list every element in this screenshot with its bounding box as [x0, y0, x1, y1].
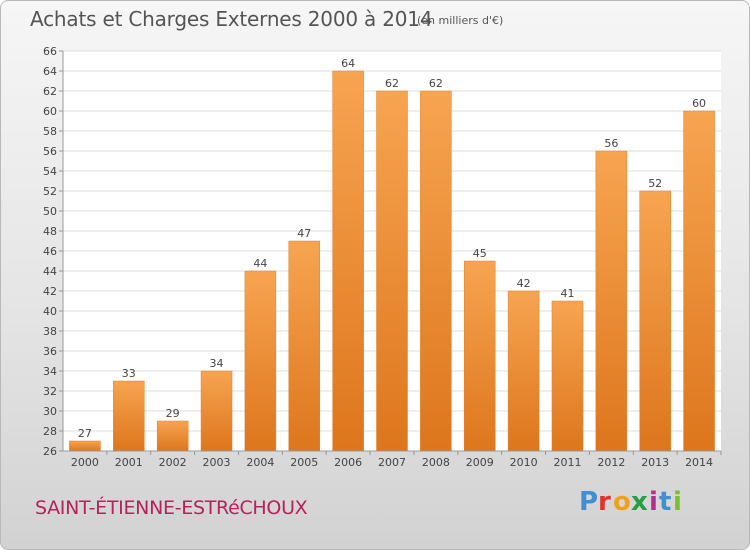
value-label: 33 — [122, 367, 136, 380]
y-tick-label: 64 — [43, 65, 57, 78]
bars — [69, 70, 715, 452]
value-label: 60 — [692, 97, 706, 110]
bar-2010 — [507, 290, 540, 452]
bar-2002 — [156, 420, 189, 452]
x-tick-label: 2007 — [378, 456, 406, 469]
bar-2013 — [639, 190, 671, 452]
y-tick-label: 66 — [43, 45, 57, 58]
value-label: 47 — [297, 227, 311, 240]
bar-2006 — [332, 70, 364, 452]
y-tick-label: 42 — [43, 285, 57, 298]
y-tick-label: 48 — [43, 225, 57, 238]
y-tick-label: 40 — [43, 305, 57, 318]
x-tick-label: 2009 — [466, 456, 494, 469]
y-tick-label: 44 — [43, 265, 57, 278]
value-label: 42 — [517, 277, 531, 290]
y-tick-label: 62 — [43, 85, 57, 98]
x-tick-label: 2014 — [685, 456, 713, 469]
x-tick-label: 2004 — [246, 456, 274, 469]
bar-2005 — [288, 240, 321, 452]
y-tick-label: 28 — [43, 425, 57, 438]
value-label: 44 — [253, 257, 267, 270]
x-tick-label: 2003 — [203, 456, 231, 469]
y-tick-label: 52 — [43, 185, 57, 198]
y-tick-label: 36 — [43, 345, 57, 358]
y-tick-label: 30 — [43, 405, 57, 418]
x-tick-label: 2002 — [159, 456, 187, 469]
x-tick-label: 2005 — [290, 456, 318, 469]
y-tick-label: 56 — [43, 145, 57, 158]
bar-2012 — [595, 150, 628, 452]
y-tick-label: 34 — [43, 365, 57, 378]
bar-2004 — [244, 270, 277, 452]
value-label: 64 — [341, 57, 355, 70]
bar-2011 — [551, 300, 584, 452]
x-tick-label: 2001 — [115, 456, 143, 469]
value-label: 52 — [648, 177, 662, 190]
value-label: 56 — [604, 137, 618, 150]
y-tick-label: 60 — [43, 105, 57, 118]
y-tick-label: 32 — [43, 385, 57, 398]
commune-name: SAINT-ÉTIENNE-ESTRéCHOUX — [35, 497, 308, 519]
value-label: 29 — [166, 407, 180, 420]
x-tick-label: 2000 — [71, 456, 99, 469]
bar-2008 — [420, 90, 452, 452]
axes: 26 28 30 32 34 36 38 40 42 44 46 48 50 52 54 56 58 60 62 64… — [43, 45, 722, 469]
x-tick-label: 2011 — [553, 456, 581, 469]
x-tick-label: 2008 — [422, 456, 450, 469]
chart-title: Achats et Charges Externes 2000 à 2014 — [30, 7, 433, 31]
bar-2000 — [69, 440, 101, 452]
y-tick-label: 38 — [43, 325, 57, 338]
chart-subtitle: (en milliers d'€) — [417, 14, 504, 27]
y-tick-label: 46 — [43, 245, 57, 258]
y-tick-label: 54 — [43, 165, 57, 178]
bar-2009 — [463, 260, 496, 452]
x-tick-label: 2013 — [641, 456, 669, 469]
bar-2007 — [376, 90, 408, 452]
x-tick-label: 2012 — [597, 456, 625, 469]
value-label: 34 — [210, 357, 224, 370]
value-label: 45 — [473, 247, 487, 260]
bar-2014 — [683, 110, 715, 452]
value-labels: 27 33 29 34 44 47 64 62 62 45 42 41 56 52 60 — [78, 57, 706, 440]
x-tick-label: 2010 — [510, 456, 538, 469]
value-label: 41 — [560, 287, 574, 300]
y-tick-label: 58 — [43, 125, 57, 138]
value-label: 27 — [78, 427, 92, 440]
x-tick-label: 2006 — [334, 456, 362, 469]
bar-2003 — [200, 370, 233, 452]
value-label: 62 — [385, 77, 399, 90]
y-tick-label: 50 — [43, 205, 57, 218]
y-tick-label: 26 — [43, 445, 57, 458]
value-label: 62 — [429, 77, 443, 90]
bar-2001 — [113, 380, 145, 452]
